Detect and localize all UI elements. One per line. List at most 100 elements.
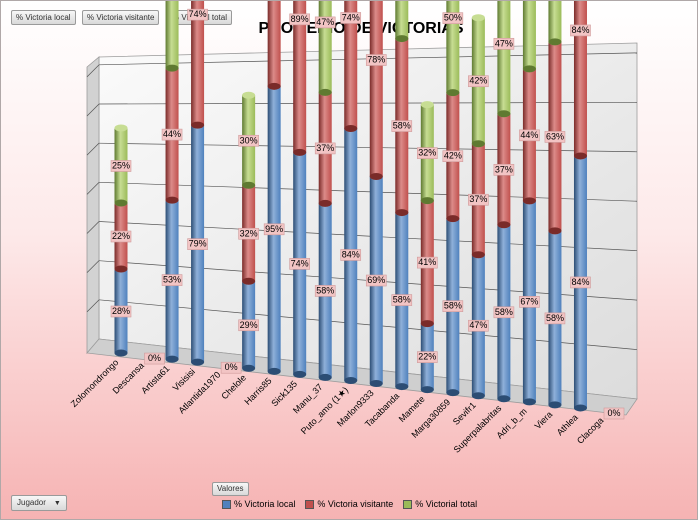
bar-cap [114,199,128,207]
gridline [98,299,638,350]
bar-cap [242,364,256,372]
svg-text:44%: 44% [520,130,538,140]
svg-text:79%: 79% [189,239,207,249]
data-label: 69% [365,274,387,287]
bar-cap [369,380,383,388]
bar-cap [114,265,128,273]
bar-cap [471,251,485,259]
legend-swatch-total [403,499,413,509]
bar-victoriavisitante [267,1,281,87]
svg-text:0%: 0% [148,353,161,363]
bar-cap [395,35,409,43]
gridline-side [86,64,100,78]
data-label: 47% [314,16,336,29]
field-button-victoria-visitante[interactable]: % Victoria visitante [82,10,160,25]
category-label: Visisisi [171,367,197,393]
bar-cap [344,124,358,132]
legend: % Victoria local % Victoria visitante % … [222,497,487,511]
bar-cap [548,38,562,46]
data-label: 58% [391,120,413,132]
legend-label-visitante: % Victoria visitante [317,499,394,509]
data-label: 53% [161,274,183,286]
data-label: 74% [289,258,310,270]
svg-text:53%: 53% [163,275,181,285]
bar-cap [369,173,383,181]
svg-text:58%: 58% [316,285,334,295]
svg-text:74%: 74% [189,9,207,19]
legend-item-total: % Victorial total [403,499,477,509]
bar-cap [471,140,485,148]
bar-cap [267,82,281,90]
data-label: 44% [161,128,183,141]
gridline [98,101,638,105]
data-label: 78% [365,54,387,66]
data-label: 37% [468,193,489,206]
data-label: 74% [340,12,362,24]
bar-victoriavisitante [573,1,587,156]
data-label: 30% [238,134,259,147]
svg-text:58%: 58% [444,301,462,311]
data-label: 0% [220,361,242,374]
svg-text:58%: 58% [495,307,513,317]
bar-top [471,14,485,22]
category-label: Viera [533,409,555,431]
bar-cap [497,110,511,118]
category-label: Clacoga [575,415,605,445]
data-label: 0% [603,407,625,420]
jugador-filter-button[interactable]: Jugador ▼ [11,495,67,511]
dropdown-arrow-icon: ▼ [53,500,61,507]
bar-victoriavisitante [344,1,358,129]
bar-cap [293,370,307,378]
bar-cap [548,227,562,235]
svg-text:58%: 58% [546,313,564,323]
bar-cap [165,196,179,204]
data-label: 47% [468,319,489,332]
bar-victoriavisitante [293,1,307,153]
svg-text:67%: 67% [520,296,538,306]
data-label: 44% [519,129,540,142]
svg-text:58%: 58% [393,121,411,131]
bar-cap [242,277,256,285]
field-button-victoria-local[interactable]: % Victoria local [11,10,76,25]
data-label: 42% [468,75,489,88]
bar-cap [446,215,460,223]
svg-text:84%: 84% [571,25,589,35]
bar-cap [573,404,587,412]
category-label: Chelole [219,373,248,402]
bar-cap [548,401,562,409]
bar-cap [318,373,332,381]
gridline-side [86,182,100,195]
bar-cap [344,376,358,384]
bar-victoriavisitante [369,1,383,177]
data-label: 58% [442,300,464,312]
bar-cap [420,386,434,394]
bar-cap [420,320,434,328]
svg-text:25%: 25% [112,161,130,171]
bar-victorialtotal [497,1,511,114]
svg-text:28%: 28% [112,306,130,316]
bar-top [114,124,128,132]
bar-cap [497,221,511,229]
svg-text:69%: 69% [367,275,385,285]
bar-cap [522,197,536,205]
data-label: 41% [417,256,438,269]
legend-item-local: % Victoria local [222,499,295,509]
bar-victorialtotal [548,1,562,42]
data-label: 74% [187,8,208,21]
svg-text:78%: 78% [367,55,385,65]
bar-cap [395,383,409,391]
data-label: 22% [417,351,438,363]
valores-button[interactable]: Valores [212,482,249,496]
svg-text:74%: 74% [291,258,309,268]
legend-swatch-local [222,499,231,509]
bar-cap [471,392,485,400]
svg-text:84%: 84% [342,249,360,259]
data-label: 50% [442,12,464,24]
svg-text:95%: 95% [265,224,283,234]
bar-cap [395,209,409,217]
bar-cap [242,181,256,189]
side-wall [86,56,100,355]
gridline-side [86,299,100,313]
gridline-side [86,260,100,273]
